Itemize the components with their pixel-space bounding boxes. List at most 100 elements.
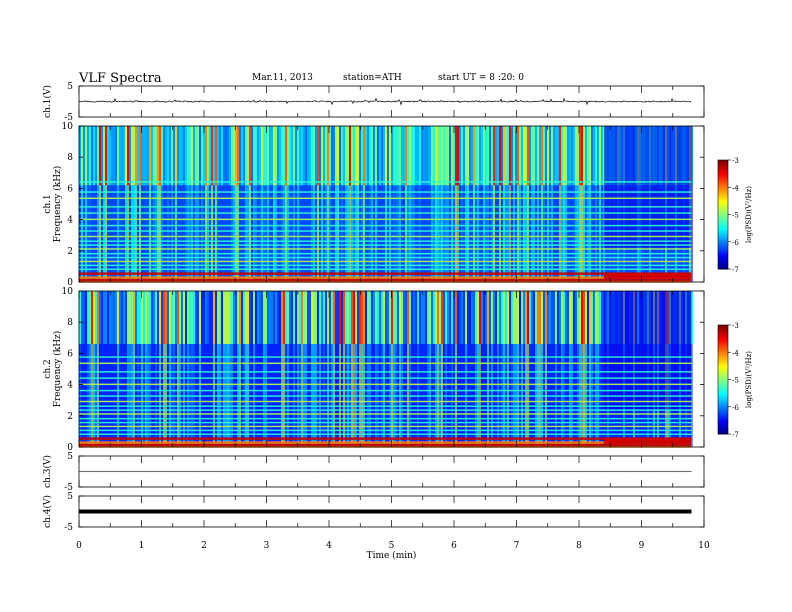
sferic-streak (179, 126, 181, 186)
colorbar-segment (718, 259, 728, 263)
sferic-streak (571, 126, 573, 186)
colorbar-segment (718, 392, 728, 395)
sferic-streak (475, 291, 477, 345)
sferic-streak (319, 126, 321, 186)
sferic-streak (307, 291, 309, 345)
sferic-streak (105, 291, 107, 345)
sferic-streak-low (173, 185, 175, 282)
sferic-streak-low (387, 185, 389, 282)
sferic-streak-low (111, 185, 113, 282)
sferic-streak (277, 126, 279, 186)
sferic-streak (149, 126, 151, 186)
colorbar-segment (718, 210, 728, 214)
sferic-streak-low (187, 185, 189, 282)
x-tick-label: 1 (139, 541, 145, 551)
sferic-streak (481, 126, 483, 186)
sferic-streak-low (323, 185, 325, 282)
sferic-streak (301, 291, 303, 345)
sferic-streak (133, 126, 135, 186)
sferic-streak-low (477, 185, 479, 282)
colorbar-segment (718, 189, 728, 192)
sferic-streak (109, 126, 111, 186)
sferic-streak (571, 291, 573, 345)
sferic-streak (391, 291, 393, 345)
colorbar-segment (718, 326, 728, 330)
quiet-region (604, 291, 692, 410)
sferic-streak (403, 291, 405, 345)
sferic-streak-low (467, 185, 469, 282)
sferic-streak (99, 291, 101, 345)
sferic-streak (497, 291, 499, 345)
colorbar-segment (718, 394, 728, 397)
low-band-after-change (604, 272, 692, 279)
sferic-streak (533, 291, 535, 345)
sferic-streak-low (457, 185, 459, 282)
sferic-streak (691, 291, 693, 345)
sferic-streak (357, 126, 359, 186)
sferic-streak (529, 126, 531, 186)
sferic-streak (417, 126, 419, 186)
sferic-streak (95, 126, 97, 186)
colorbar-segment (718, 377, 728, 380)
sferic-streak (297, 291, 299, 345)
sferic-streak (555, 291, 557, 345)
sferic-streak-low (123, 185, 125, 282)
sferic-streak (361, 291, 363, 345)
sferic-streak (247, 126, 249, 186)
hum-band (79, 191, 692, 193)
sferic-streak-low (571, 185, 573, 282)
figure-title: VLF Spectra (79, 71, 162, 86)
sferic-streak (145, 291, 147, 345)
colorbar-segment (718, 341, 728, 344)
sferic-streak (79, 126, 81, 186)
sferic-streak (321, 126, 323, 186)
sferic-streak (517, 291, 519, 345)
sferic-streak (97, 291, 99, 345)
sferic-streak-low (401, 185, 403, 282)
sferic-streak (79, 291, 81, 345)
sferic-streak (401, 126, 403, 186)
sferic-streak-low (237, 185, 239, 282)
sferic-streak-low (275, 185, 277, 282)
sferic-streak (81, 291, 83, 345)
sferic-streak (261, 291, 263, 345)
sferic-streak (495, 291, 497, 345)
sferic-streak-low (261, 185, 263, 282)
sferic-streak (265, 291, 267, 345)
sferic-streak (127, 291, 129, 345)
sferic-streak-low (421, 185, 423, 282)
sferic-streak (189, 291, 191, 345)
sferic-streak (525, 291, 527, 345)
sferic-streak (409, 126, 411, 186)
x-tick-label: 0 (76, 541, 82, 551)
sferic-streak-low (385, 185, 387, 282)
sferic-streak-low (165, 185, 167, 282)
colorbar-tick-label: -6 (732, 239, 739, 247)
sferic-streak (523, 126, 525, 186)
y-tick-label: 5 (67, 492, 73, 502)
sferic-streak (427, 126, 429, 186)
sferic-streak-low (391, 185, 393, 282)
sferic-streak (107, 126, 109, 186)
colorbar-segment (718, 218, 728, 221)
sferic-streak (111, 291, 113, 345)
sferic-streak (395, 126, 397, 186)
hum-band (79, 244, 692, 246)
sferic-streak (299, 126, 301, 186)
sferic-streak-low (273, 185, 275, 282)
sferic-streak (129, 126, 131, 186)
sferic-streak (377, 291, 379, 345)
sferic-streak (489, 291, 491, 345)
sferic-streak (347, 291, 349, 345)
hum-band (79, 445, 692, 448)
colorbar-segment (718, 190, 728, 194)
sferic-streak-low (317, 185, 319, 282)
sferic-streak-low (555, 185, 557, 282)
sferic-streak (223, 126, 225, 186)
sferic-streak (451, 291, 453, 345)
y-axis-label: ch.3(V) (42, 455, 53, 488)
sferic-streak (443, 291, 445, 345)
sferic-streak (117, 291, 119, 345)
sferic-streak (379, 291, 381, 345)
